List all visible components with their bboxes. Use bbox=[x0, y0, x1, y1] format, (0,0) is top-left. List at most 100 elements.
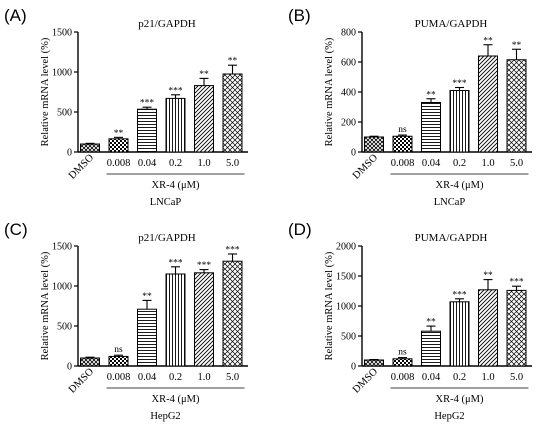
significance-label: *** bbox=[509, 278, 524, 288]
y-tick-label: 400 bbox=[341, 88, 356, 99]
category-label: 0.04 bbox=[422, 158, 441, 169]
bar bbox=[421, 102, 441, 153]
significance-label: *** bbox=[168, 86, 183, 96]
bar bbox=[506, 289, 527, 367]
bar bbox=[364, 136, 384, 153]
bar bbox=[392, 358, 413, 367]
y-tick-label: 1000 bbox=[52, 282, 72, 293]
significance-label: ** bbox=[483, 271, 493, 281]
category-label: 1.0 bbox=[481, 158, 494, 169]
bar bbox=[165, 97, 186, 153]
panel-letter: (B) bbox=[288, 6, 311, 25]
significance-label: ** bbox=[199, 70, 209, 80]
bar bbox=[137, 308, 157, 367]
bar bbox=[80, 143, 100, 153]
panel-letter: (C) bbox=[4, 220, 28, 239]
y-tick-label: 0 bbox=[351, 362, 356, 373]
y-tick-label: 800 bbox=[341, 28, 356, 39]
chart-title: p21/GAPDH bbox=[138, 232, 196, 244]
y-axis-label: Relative mRNA level (%) bbox=[40, 37, 51, 146]
bar bbox=[421, 330, 441, 367]
category-label: 5.0 bbox=[226, 158, 239, 169]
x-axis-label: XR-4 (μM) bbox=[436, 394, 484, 405]
bar bbox=[194, 272, 214, 367]
significance-label: ns bbox=[398, 125, 407, 135]
bar bbox=[222, 73, 243, 153]
significance-label: ** bbox=[512, 41, 522, 51]
bar bbox=[108, 138, 129, 153]
y-axis-label: Relative mRNA level (%) bbox=[324, 37, 335, 146]
significance-label: *** bbox=[140, 99, 155, 109]
bar bbox=[364, 359, 384, 367]
significance-label: ns bbox=[398, 348, 407, 358]
bar bbox=[506, 59, 527, 153]
panel-letter: (A) bbox=[4, 6, 27, 25]
category-label: 0.04 bbox=[138, 158, 157, 169]
chart-title: PUMA/GAPDH bbox=[415, 232, 488, 244]
significance-label: *** bbox=[452, 290, 467, 300]
category-label: 0.2 bbox=[453, 372, 466, 383]
significance-label: ns bbox=[114, 345, 123, 355]
chart-panel: (D) PUMA/GAPDH Relative mRNA level (%) 0 500… bbox=[288, 220, 532, 422]
y-tick-label: 2000 bbox=[336, 242, 356, 253]
bar bbox=[108, 355, 129, 367]
chart-title: PUMA/GAPDH bbox=[415, 18, 488, 30]
cell-line-label: HepG2 bbox=[150, 411, 180, 422]
category-label: 5.0 bbox=[510, 372, 523, 383]
chart-panel: (C) p21/GAPDH Relative mRNA level (%) 0 500 1… bbox=[4, 220, 248, 422]
y-tick-label: 1000 bbox=[52, 68, 72, 79]
category-label: 0.008 bbox=[107, 372, 131, 383]
y-tick-label: 1500 bbox=[52, 28, 72, 39]
bar bbox=[392, 135, 413, 153]
y-tick-label: 1500 bbox=[52, 242, 72, 253]
y-tick-label: 500 bbox=[57, 108, 72, 119]
bar bbox=[449, 90, 470, 153]
bar bbox=[137, 108, 157, 153]
y-tick-label: 1500 bbox=[336, 272, 356, 283]
category-label: 0.008 bbox=[391, 158, 415, 169]
category-label: 1.0 bbox=[197, 372, 210, 383]
significance-label: ** bbox=[426, 318, 436, 328]
bar bbox=[478, 289, 498, 367]
bar bbox=[478, 55, 498, 153]
y-axis-label: Relative mRNA level (%) bbox=[40, 251, 51, 360]
significance-label: *** bbox=[225, 246, 240, 256]
bar bbox=[222, 260, 243, 367]
y-tick-label: 1000 bbox=[336, 302, 356, 313]
panel-letter: (D) bbox=[288, 220, 312, 239]
chart-title: p21/GAPDH bbox=[138, 18, 196, 30]
y-tick-label: 0 bbox=[351, 148, 356, 159]
bar bbox=[194, 85, 214, 153]
category-label: 0.04 bbox=[422, 372, 441, 383]
y-axis-label: Relative mRNA level (%) bbox=[324, 251, 335, 360]
x-axis-label: XR-4 (μM) bbox=[152, 394, 200, 405]
significance-label: *** bbox=[168, 258, 183, 268]
y-tick-label: 600 bbox=[341, 58, 356, 69]
category-label: 0.008 bbox=[107, 158, 131, 169]
x-axis-label: XR-4 (μM) bbox=[152, 180, 200, 191]
y-tick-label: 0 bbox=[67, 362, 72, 373]
bar bbox=[165, 273, 186, 367]
category-label: 0.2 bbox=[169, 372, 182, 383]
category-label: 5.0 bbox=[510, 158, 523, 169]
bar bbox=[80, 357, 100, 367]
chart-panel: (B) PUMA/GAPDH Relative mRNA level (%) 0 200… bbox=[288, 6, 532, 208]
x-axis-label: XR-4 (μM) bbox=[436, 180, 484, 191]
significance-label: ** bbox=[114, 129, 124, 139]
y-tick-label: 500 bbox=[341, 332, 356, 343]
significance-label: *** bbox=[452, 79, 467, 89]
y-tick-label: 0 bbox=[67, 148, 72, 159]
y-tick-label: 200 bbox=[341, 118, 356, 129]
significance-label: ** bbox=[483, 36, 493, 46]
y-tick-label: 500 bbox=[57, 322, 72, 333]
category-label: 1.0 bbox=[197, 158, 210, 169]
category-label: 1.0 bbox=[481, 372, 494, 383]
cell-line-label: HepG2 bbox=[434, 411, 464, 422]
category-label: 0.2 bbox=[453, 158, 466, 169]
bar bbox=[449, 301, 470, 367]
cell-line-label: LNCaP bbox=[150, 197, 182, 208]
significance-label: *** bbox=[197, 261, 212, 271]
significance-label: ** bbox=[142, 292, 152, 302]
category-label: 0.04 bbox=[138, 372, 157, 383]
